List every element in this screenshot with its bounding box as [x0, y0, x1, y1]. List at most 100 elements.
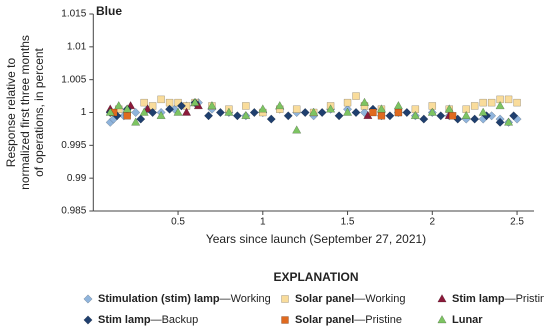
y-axis-label: Response relative to	[4, 57, 18, 167]
point	[479, 98, 487, 107]
y-tick-label: 0.99	[67, 173, 87, 184]
legend-label: Lunar	[452, 314, 483, 326]
legend-marker	[281, 316, 289, 324]
point	[470, 102, 479, 110]
point	[393, 100, 404, 110]
legend-label: Stim lamp—Backup	[98, 314, 198, 326]
point	[448, 112, 457, 120]
point	[509, 111, 519, 121]
legend-marker	[437, 293, 447, 303]
x-axis-label: Years since launch (September 27, 2021)	[206, 232, 426, 246]
legend-marker	[281, 295, 289, 303]
point	[204, 111, 214, 121]
point	[487, 98, 496, 107]
point	[513, 98, 521, 107]
legend-label: Solar panel—Pristine	[295, 314, 402, 326]
point	[266, 114, 276, 124]
point	[131, 117, 141, 126]
point	[359, 97, 370, 106]
y-tick-label: 0.995	[61, 140, 86, 151]
point	[241, 110, 251, 120]
y-tick-label: 1.015	[61, 9, 86, 20]
y-tick-label: 0.985	[61, 206, 86, 217]
point	[157, 95, 165, 104]
point	[436, 111, 446, 121]
point	[369, 108, 377, 117]
point	[292, 105, 301, 113]
point	[122, 104, 132, 113]
point	[343, 98, 352, 107]
point	[207, 100, 217, 110]
point	[495, 100, 505, 110]
point	[462, 105, 470, 113]
point	[131, 107, 141, 118]
y-tick-label: 1.01	[67, 41, 87, 52]
point	[156, 110, 166, 120]
x-tick-label: 2	[430, 217, 436, 228]
point	[503, 117, 514, 126]
point	[139, 107, 149, 116]
point	[140, 98, 148, 107]
point	[411, 105, 420, 113]
point	[427, 107, 437, 116]
point	[428, 102, 437, 110]
point	[309, 107, 319, 116]
y-tick-label: 1.005	[61, 74, 86, 85]
point	[478, 107, 488, 116]
point	[249, 107, 259, 118]
x-tick-label: 1	[260, 217, 266, 228]
point	[419, 114, 429, 124]
point	[123, 112, 131, 120]
point	[325, 104, 336, 113]
y-axis-label: of operations, in percent	[32, 47, 46, 176]
legend-title: EXPLANATION	[273, 270, 358, 284]
point	[105, 107, 115, 116]
point	[461, 110, 471, 120]
point	[377, 112, 386, 120]
point	[292, 125, 302, 134]
x-tick-label: 0.5	[171, 217, 185, 228]
point	[148, 107, 158, 118]
x-tick-label: 2.5	[510, 217, 524, 228]
y-axis-label: normalized first three months	[18, 35, 32, 190]
chart-title: Blue	[96, 4, 122, 18]
legend-label: Stimulation (stim) lamp—Working	[98, 293, 271, 305]
point	[410, 110, 420, 120]
point	[300, 107, 310, 118]
point	[136, 114, 146, 124]
point	[351, 107, 361, 118]
legend-marker	[83, 315, 93, 325]
point	[224, 107, 234, 116]
point	[376, 104, 387, 113]
legend-label: Stim lamp—Pristine	[452, 293, 544, 305]
point	[385, 111, 395, 121]
point	[148, 102, 157, 110]
point	[342, 107, 353, 116]
point	[173, 107, 183, 116]
legend-marker	[437, 314, 447, 324]
point	[176, 101, 186, 111]
point	[114, 100, 124, 110]
point	[444, 104, 454, 113]
y-tick-label: 1	[81, 107, 87, 118]
point	[232, 111, 242, 121]
point	[394, 108, 403, 117]
point	[470, 114, 480, 124]
point	[317, 107, 327, 118]
point	[334, 111, 344, 121]
point	[402, 107, 412, 118]
point	[504, 95, 513, 104]
legend-label: Solar panel—Working	[295, 293, 405, 305]
legend-marker	[83, 294, 93, 304]
point	[495, 117, 505, 127]
point	[283, 111, 293, 121]
point	[352, 92, 360, 100]
x-tick-label: 1.5	[341, 217, 355, 228]
point	[275, 100, 285, 110]
point	[242, 102, 250, 110]
point	[190, 97, 200, 106]
point	[258, 104, 268, 113]
point	[215, 107, 225, 118]
point	[165, 104, 175, 114]
